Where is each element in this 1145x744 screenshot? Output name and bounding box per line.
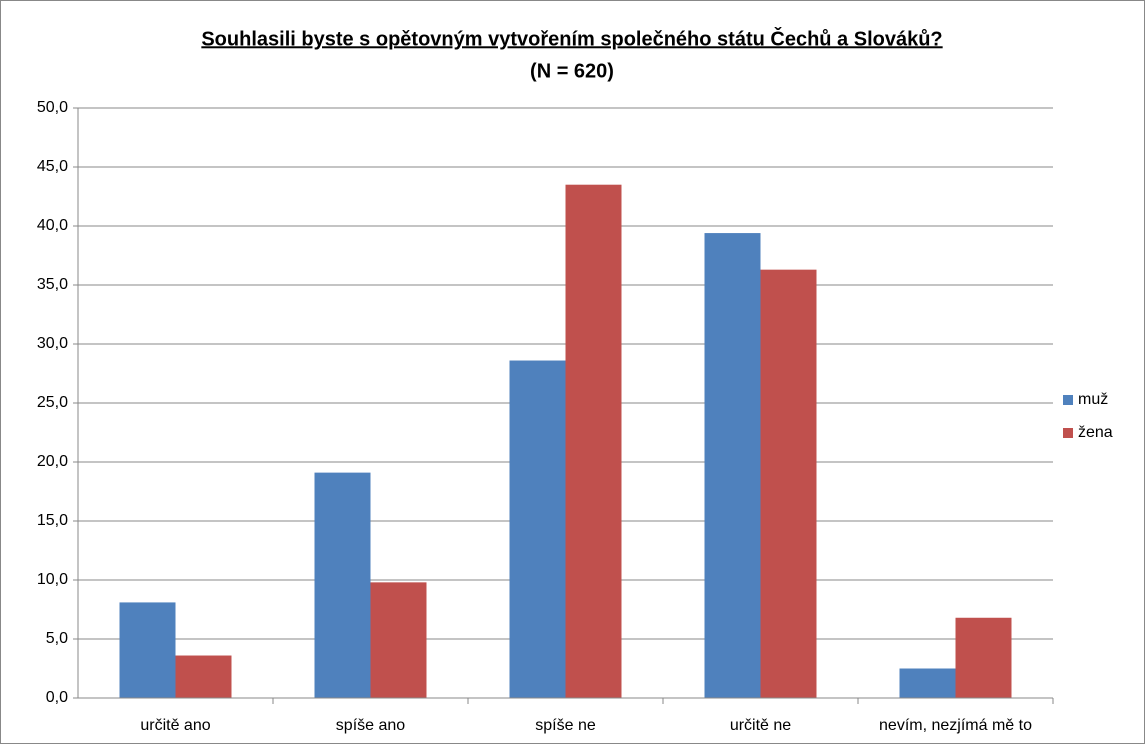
chart-subtitle: (N = 620) <box>530 60 614 82</box>
bar <box>314 472 371 698</box>
y-tick-label: 15,0 <box>37 512 68 529</box>
y-tick-label: 35,0 <box>37 276 68 293</box>
y-tick-label: 5,0 <box>46 630 68 647</box>
bar <box>760 269 817 698</box>
x-tick-label: určitě ano <box>140 717 210 734</box>
y-tick-label: 25,0 <box>37 394 68 411</box>
bar <box>955 617 1012 698</box>
y-tick-label: 10,0 <box>37 571 68 588</box>
y-tick-label: 0,0 <box>46 689 68 706</box>
y-tick-label: 40,0 <box>37 217 68 234</box>
bar <box>175 655 232 698</box>
legend-swatch <box>1063 428 1073 438</box>
x-tick-label: nevím, nezjímá mě to <box>879 717 1032 734</box>
bar <box>119 602 176 698</box>
bar <box>899 668 956 698</box>
x-tick-label: spíše ano <box>336 717 405 734</box>
bar <box>509 360 566 698</box>
bar <box>565 184 622 698</box>
chart-title: Souhlasili byste s opětovným vytvořením … <box>201 26 942 50</box>
x-tick-label: spíše ne <box>535 717 596 734</box>
legend-label: muž <box>1078 391 1108 408</box>
y-tick-label: 50,0 <box>37 99 68 116</box>
y-tick-label: 45,0 <box>37 158 68 175</box>
y-tick-label: 30,0 <box>37 335 68 352</box>
bar <box>370 582 427 698</box>
y-tick-label: 20,0 <box>37 453 68 470</box>
bar <box>704 233 761 698</box>
x-tick-label: určitě ne <box>730 717 791 734</box>
legend-label: žena <box>1078 424 1113 441</box>
legend-swatch <box>1063 395 1073 405</box>
